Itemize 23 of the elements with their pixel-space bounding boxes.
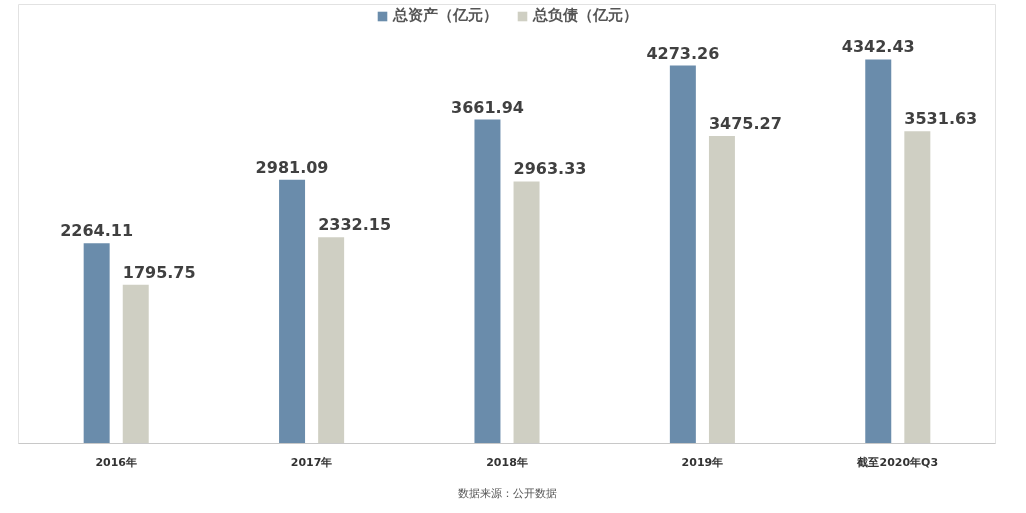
data-label: 3661.94 <box>451 97 524 117</box>
data-label: 4273.26 <box>646 43 720 63</box>
data-label: 2981.09 <box>255 157 329 177</box>
bar <box>669 65 696 444</box>
bar <box>83 243 110 444</box>
x-tick-label: 2018年 <box>486 455 528 469</box>
x-tick-label: 截至2020年Q3 <box>856 455 939 469</box>
data-label: 4342.43 <box>841 37 915 57</box>
data-label: 3475.27 <box>708 114 782 134</box>
source-note: 数据来源：公开数据 <box>457 486 557 500</box>
data-label: 2332.15 <box>318 215 392 235</box>
legend-label: 总资产（亿元） <box>392 6 498 25</box>
data-label: 2963.33 <box>513 159 587 179</box>
x-tick-label: 2017年 <box>290 455 333 469</box>
x-tick-label: 2019年 <box>681 455 724 469</box>
data-label: 3531.63 <box>904 109 978 129</box>
bar <box>865 59 892 444</box>
bar <box>279 179 306 444</box>
x-tick-label: 2016年 <box>95 455 138 469</box>
legend-label: 总负债（亿元） <box>532 6 638 25</box>
data-label: 1795.75 <box>122 262 196 282</box>
data-label: 2264.11 <box>60 221 134 241</box>
bar <box>474 119 501 444</box>
